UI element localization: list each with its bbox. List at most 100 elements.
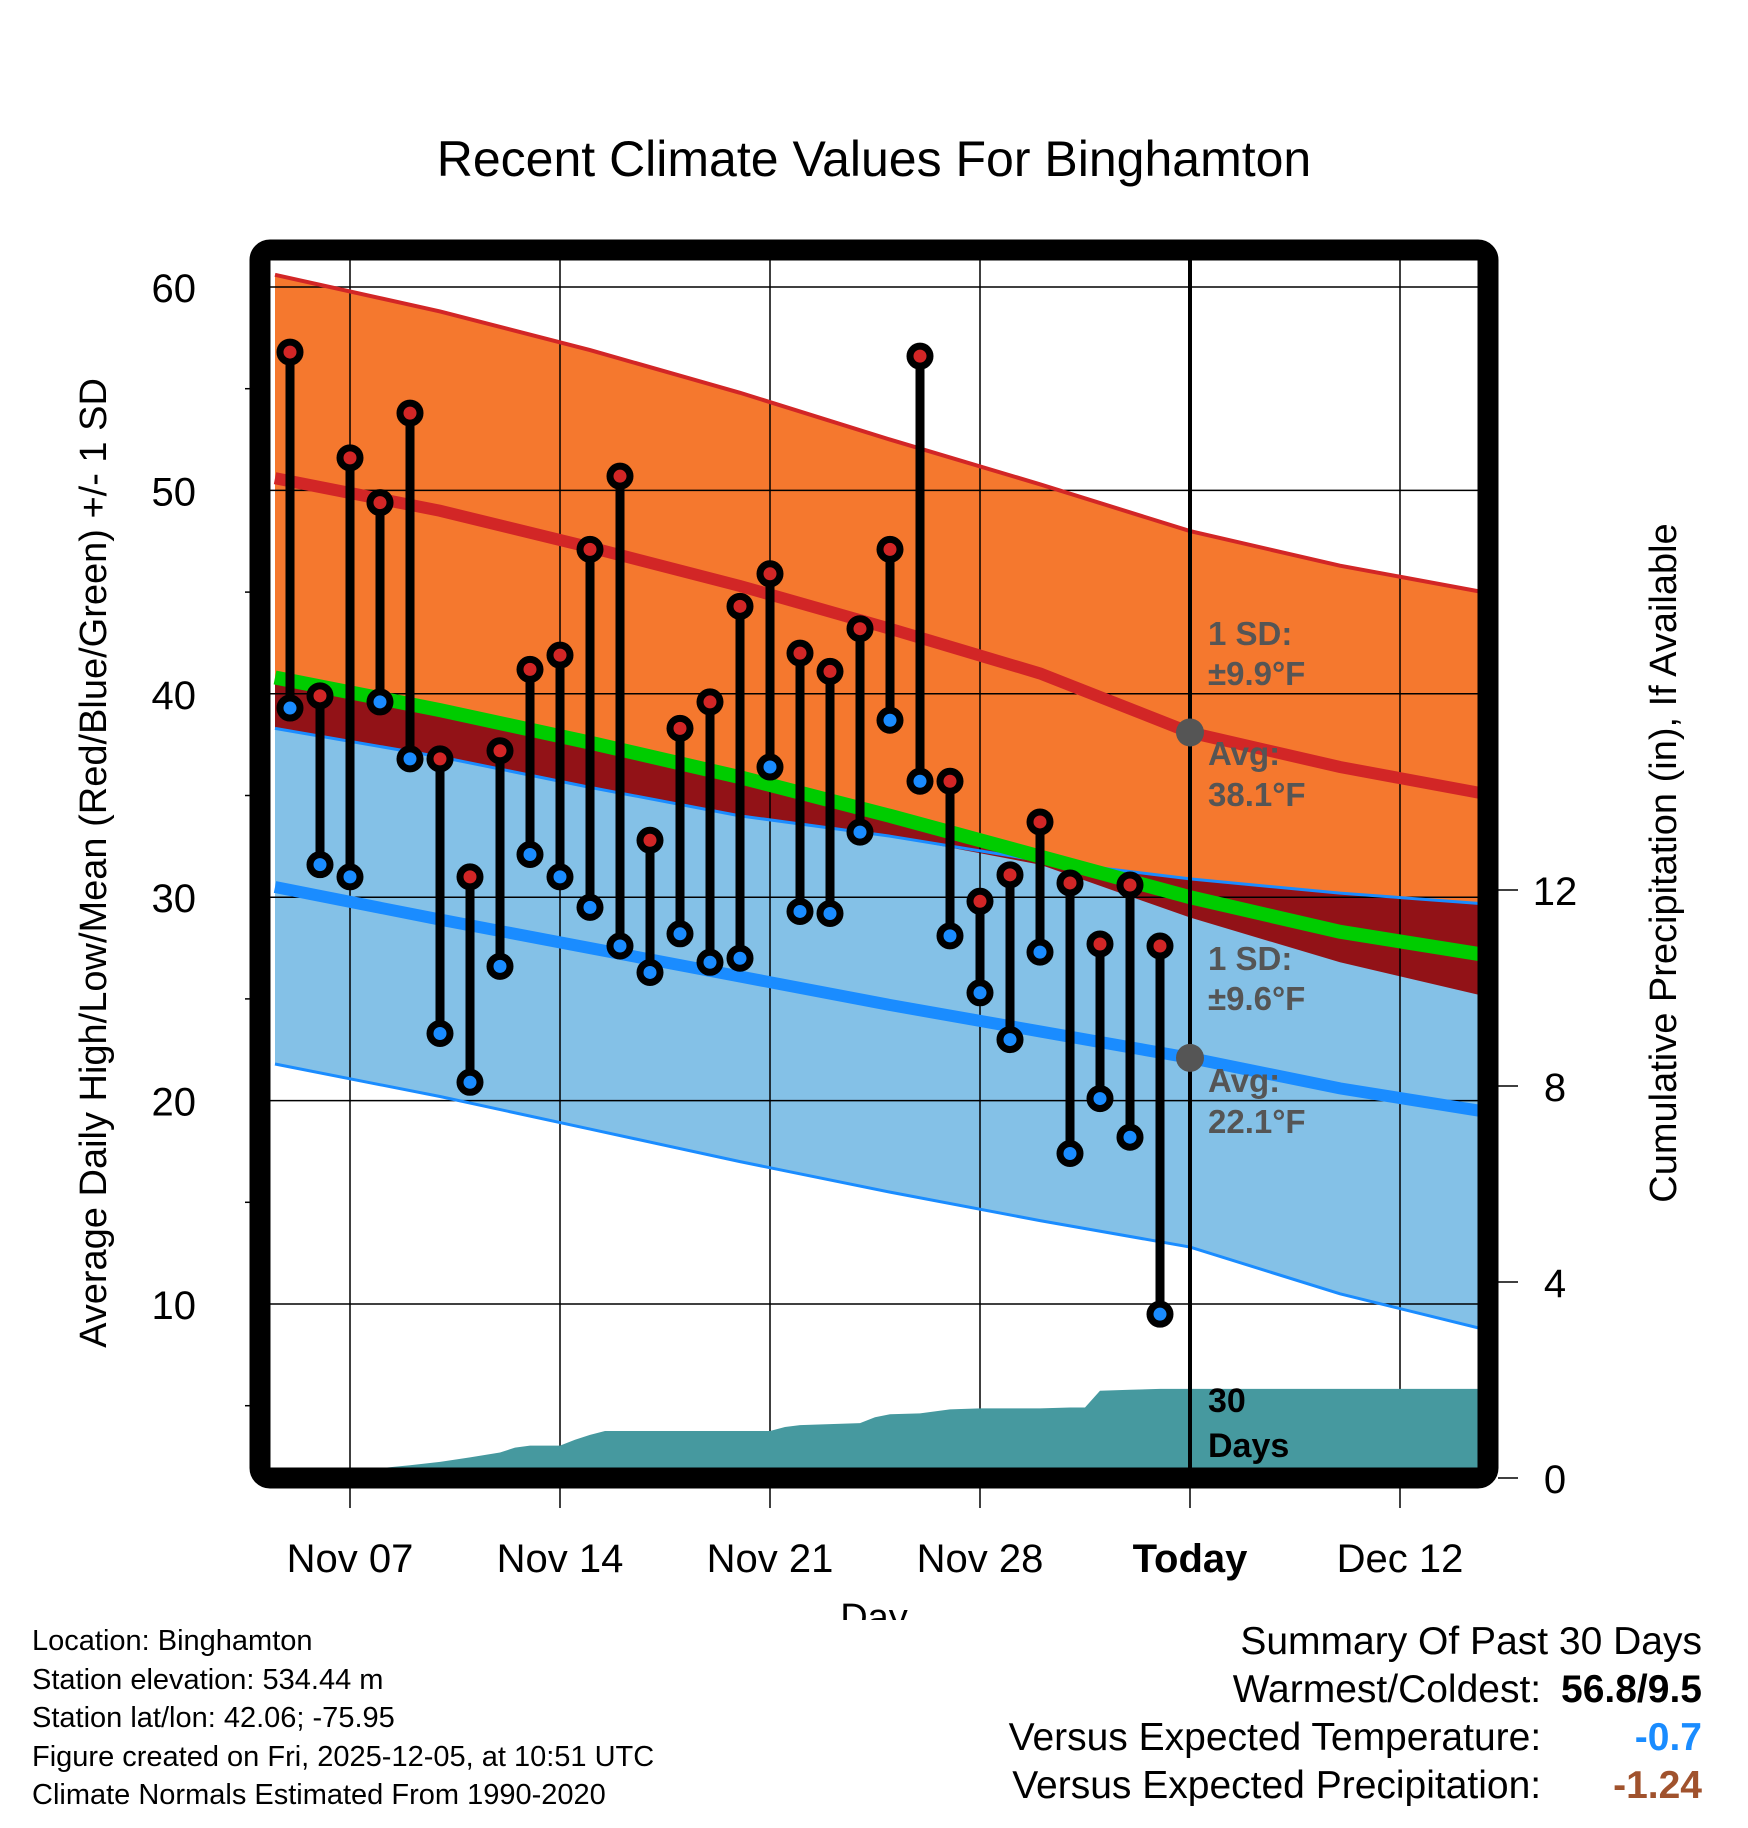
observation-nov-12 — [486, 737, 514, 980]
high-temp-point — [936, 767, 964, 795]
low-normal-line — [273, 881, 1478, 1117]
y-tick-label: 50 — [152, 470, 197, 514]
observation-nov-26 — [906, 342, 934, 795]
y-tick-label: 20 — [152, 1081, 197, 1125]
high-sd-value: ±9.9°F — [1208, 655, 1305, 692]
y2-tick-label: 4 — [1544, 1262, 1566, 1306]
high-temp-point — [816, 657, 844, 685]
low-temp-point — [516, 840, 544, 868]
observation-nov-27 — [936, 767, 964, 950]
low-temp-point — [936, 922, 964, 950]
station-info: Location: Binghamton Station elevation: … — [32, 1622, 654, 1815]
plot-frame — [249, 239, 1499, 1489]
high-temp-point — [786, 639, 814, 667]
x-axis-label: Day — [840, 1597, 908, 1620]
latlon-text: Station lat/lon: 42.06; -75.95 — [32, 1702, 395, 1734]
high-temp-point — [996, 861, 1024, 889]
low-temp-point — [336, 863, 364, 891]
observation-nov-11 — [456, 863, 484, 1096]
high-temp-point — [846, 615, 874, 643]
observation-nov-15 — [576, 535, 604, 921]
high-temp-point — [456, 863, 484, 891]
low-temp-point — [636, 958, 664, 986]
high-temp-point — [756, 560, 784, 588]
high-temp-point — [396, 399, 424, 427]
low-temp-point — [1086, 1085, 1114, 1113]
low-temp-point — [576, 893, 604, 921]
low-temp-point — [486, 952, 514, 980]
observation-dec-03 — [1116, 871, 1144, 1151]
low-temp-point — [876, 706, 904, 734]
temp-label: Versus Expected Temperature: — [1008, 1716, 1542, 1759]
observation-nov-23 — [816, 657, 844, 927]
observation-nov-10 — [426, 745, 454, 1047]
elevation-text: Station elevation: 534.44 m — [32, 1663, 384, 1696]
observation-nov-20 — [726, 592, 754, 972]
low-sd-label: 1 SD: — [1208, 940, 1292, 977]
high-temp-point — [1026, 808, 1054, 836]
high-temp-point — [1086, 930, 1114, 958]
low-minus-sd-line — [274, 1062, 1478, 1330]
low-avg-value: 22.1°F — [1208, 1103, 1306, 1140]
low-temp-point — [1146, 1300, 1174, 1328]
x-tick-label: Dec 12 — [1337, 1537, 1464, 1581]
low-temp-point — [756, 753, 784, 781]
high-temp-point — [426, 745, 454, 773]
low-temp-point — [366, 688, 394, 716]
observation-nov-21 — [756, 560, 784, 781]
low-plus-sd-line — [274, 726, 1478, 905]
y2-axis-label: Cumulative Precipitation (in), If Availa… — [1643, 523, 1685, 1202]
high-temp-point — [306, 682, 334, 710]
normals-text: Climate Normals Estimated From 1990-2020 — [32, 1779, 606, 1811]
observation-nov-06 — [306, 682, 334, 879]
high-temp-point — [696, 688, 724, 716]
observation-dec-04 — [1146, 932, 1174, 1328]
chart-title: Recent Climate Values For Binghamton — [437, 131, 1312, 187]
y-tick-label: 10 — [152, 1284, 197, 1328]
observation-dec-01 — [1056, 869, 1084, 1167]
precip-days-unit: Days — [1208, 1427, 1289, 1465]
low-temp-point — [966, 979, 994, 1007]
low-temp-point — [546, 863, 574, 891]
low-temp-point — [846, 818, 874, 846]
x-tick-label: Nov 07 — [287, 1537, 414, 1581]
high-temp-point — [1116, 871, 1144, 899]
observation-nov-30 — [1026, 808, 1054, 966]
low-temp-point — [1116, 1123, 1144, 1151]
observation-nov-24 — [846, 615, 874, 846]
low-temp-point — [996, 1026, 1024, 1054]
created-text: Figure created on Fri, 2025-12-05, at 10… — [32, 1740, 655, 1773]
high-temp-point — [366, 489, 394, 517]
observation-nov-22 — [786, 639, 814, 925]
y-tick-label: 60 — [152, 267, 197, 311]
x-tick-label: Nov 28 — [917, 1537, 1044, 1581]
y2-tick-label: 0 — [1544, 1458, 1566, 1502]
low-avg-label: Avg: — [1208, 1062, 1280, 1099]
high-avg-value: 38.1°F — [1208, 776, 1306, 813]
low-temp-point — [276, 694, 304, 722]
summary-title: Summary Of Past 30 Days — [1240, 1620, 1702, 1663]
x-tick-label: Nov 21 — [707, 1537, 834, 1581]
y2-tick-label: 12 — [1533, 870, 1578, 914]
observation-dec-02 — [1086, 930, 1114, 1113]
low-temp-point — [726, 944, 754, 972]
observation-nov-09 — [396, 399, 424, 773]
low-temp-point — [666, 920, 694, 948]
high-temp-point — [726, 592, 754, 620]
low-temp-point — [1056, 1139, 1084, 1167]
high-temp-point — [516, 655, 544, 683]
low-sd-value: ±9.6°F — [1208, 980, 1305, 1017]
warmest-coldest-label: Warmest/Coldest: — [1232, 1668, 1542, 1711]
y-tick-label: 30 — [152, 877, 197, 921]
low-temp-point — [306, 851, 334, 879]
low-temp-point — [786, 897, 814, 925]
high-temp-point — [966, 887, 994, 915]
summary-precip: Versus Expected Precipitation: -1.24 — [1009, 1762, 1702, 1810]
high-temp-point — [606, 462, 634, 490]
warmest-coldest-value: 56.8/9.5 — [1561, 1668, 1702, 1711]
high-temp-point — [1056, 869, 1084, 897]
low-temp-point — [396, 745, 424, 773]
observation-nov-14 — [546, 641, 574, 891]
observation-nov-18 — [666, 714, 694, 948]
high-plus-sd-line — [274, 272, 1478, 594]
